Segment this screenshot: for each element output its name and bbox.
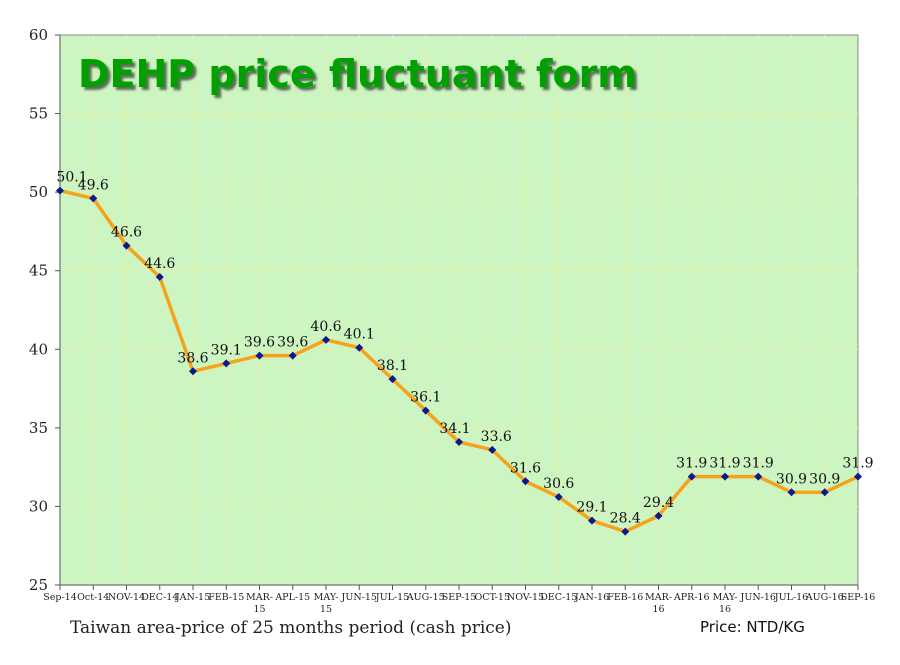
x-tick-label: MAR-16 [645,592,672,615]
x-tick-label: MAR-15 [246,592,273,615]
unit-note: Price: NTD/KG [700,618,805,636]
x-tick-label: DEC-14 [141,592,178,603]
x-tick-label: FEB-15 [208,592,244,603]
y-tick-label: 30 [29,497,48,515]
data-point-marker [455,438,463,446]
data-point-marker [588,516,596,525]
data-label: 30.9 [809,471,840,487]
data-label: 38.1 [377,358,408,374]
x-tick-label: DEC-15 [540,592,577,603]
data-point-marker [388,375,397,384]
data-point-marker [189,367,197,376]
data-label: 29.1 [576,500,607,516]
data-point-marker [155,273,164,281]
data-point-marker [754,472,763,481]
x-tick-label: JAN-16 [574,592,609,603]
data-point-marker [255,351,264,360]
data-label: 44.6 [144,256,175,272]
data-label: 30.9 [776,471,807,487]
x-tick-label: Oct-14 [77,592,109,603]
y-tick-label: 35 [29,419,48,437]
data-label: 31.9 [676,456,707,472]
data-label: 50.1 [56,170,87,186]
data-label: 49.6 [78,177,109,193]
x-tick-label: FEB-16 [607,592,643,603]
x-tick-label: MAY-15 [314,592,339,615]
x-tick-label: APL-15 [274,592,310,603]
x-tick-label: APR-16 [673,592,710,603]
x-tick-label: JUL-15 [375,592,409,603]
data-label: 31.9 [743,456,774,472]
data-point-marker [355,343,364,352]
y-tick-label: 50 [29,183,48,201]
data-label: 39.1 [211,342,242,358]
x-tick-label: SEP-16 [841,592,876,603]
data-point-marker [820,488,829,497]
data-label: 31.6 [510,460,541,476]
data-label: 46.6 [111,225,142,241]
data-point-marker [854,472,862,481]
data-label: 31.9 [842,456,873,472]
data-point-marker [687,472,696,481]
x-tick-label: AUG-16 [805,592,844,603]
data-point-marker [721,472,729,481]
data-label: 33.6 [481,429,512,445]
data-point-marker [288,351,297,360]
data-point-marker [322,335,330,344]
data-point-marker [787,488,796,497]
data-point-marker [488,445,497,454]
data-point-marker [554,493,563,501]
data-point-marker [621,527,630,536]
x-tick-label: JUL-16 [774,592,808,603]
data-label: 39.6 [244,335,275,351]
x-tick-label: JAN-15 [175,592,210,603]
y-tick-label: 60 [29,26,48,44]
data-label: 40.6 [310,319,341,335]
data-label: 40.1 [344,327,375,343]
data-label: 30.6 [543,476,574,492]
data-label: 34.1 [439,421,470,437]
y-tick-label: 55 [29,105,48,123]
data-point-marker [654,511,663,520]
data-label: 36.1 [410,390,441,406]
x-tick-label: AUG-15 [406,592,445,603]
y-tick-label: 45 [29,262,48,280]
data-point-marker [222,359,231,368]
data-label: 31.9 [709,456,740,472]
x-tick-label: SEP-15 [442,592,477,603]
chart-footnote: Taiwan area-price of 25 months period (c… [70,618,512,638]
chart-title: DEHP price fluctuant form [78,52,637,96]
data-point-marker [89,194,98,203]
x-tick-label: MAY-16 [713,592,738,615]
x-tick-label: OCT-15 [475,592,510,603]
y-tick-label: 25 [29,576,48,594]
y-tick-label: 40 [29,340,48,358]
data-point-marker [56,186,64,195]
data-label: 29.4 [643,495,674,511]
x-tick-label: JUN-16 [740,592,776,603]
x-tick-label: NOV-15 [507,592,544,603]
data-label: 28.4 [610,511,641,527]
data-label: 38.6 [177,350,208,366]
data-point-marker [521,477,530,486]
x-tick-label: Sep-14 [43,592,77,603]
data-point-marker [421,406,430,415]
data-label: 39.6 [277,335,308,351]
x-tick-label: JUN-15 [341,592,377,603]
data-point-marker [122,241,131,250]
x-tick-label: NOV-14 [108,592,145,603]
